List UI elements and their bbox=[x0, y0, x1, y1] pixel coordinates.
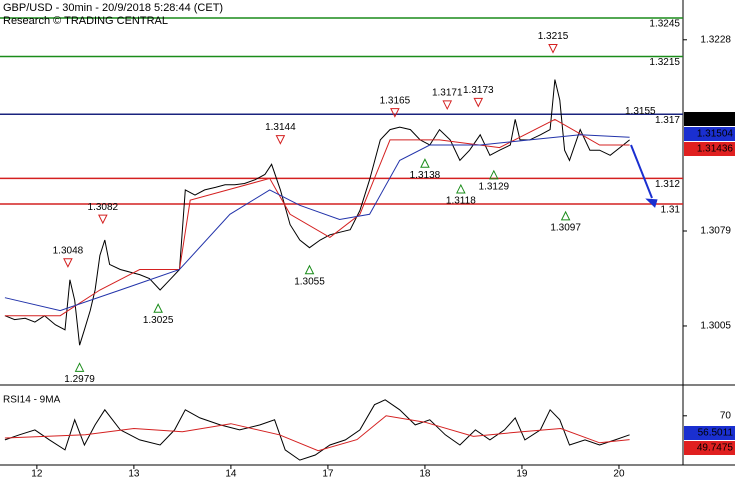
low-label: 1.3055 bbox=[294, 276, 325, 287]
high-marker bbox=[390, 108, 400, 118]
high-label: 1.3171 bbox=[432, 88, 463, 99]
price-tag-label: 1.31436 bbox=[697, 144, 734, 155]
level-label: 1.317 bbox=[655, 115, 680, 126]
price-tag bbox=[684, 112, 735, 126]
line-series bbox=[4, 415, 630, 452]
price-tag bbox=[684, 426, 735, 440]
projection-arrow bbox=[630, 144, 653, 199]
low-marker bbox=[153, 303, 163, 313]
rsi-panel: 70 12 13 14 17 18 19 20 56.5011 49.7475 bbox=[4, 399, 735, 480]
price-tag-label: 1.31504 bbox=[697, 129, 734, 140]
high-marker bbox=[275, 135, 286, 145]
price-tag-label: 56.5011 bbox=[698, 428, 734, 439]
level-label: 1.3215 bbox=[649, 57, 680, 68]
high-label: 1.3082 bbox=[88, 202, 119, 213]
high-label: 1.3048 bbox=[53, 245, 84, 256]
low-marker bbox=[304, 264, 315, 275]
low-marker bbox=[456, 183, 466, 194]
price-tag bbox=[684, 127, 735, 141]
line-series bbox=[4, 134, 630, 312]
y-tick-label: 1.3079 bbox=[700, 226, 731, 237]
low-marker bbox=[489, 169, 499, 180]
x-tick-label: 19 bbox=[516, 469, 528, 480]
low-marker bbox=[420, 158, 430, 168]
x-tick-label: 13 bbox=[128, 469, 140, 480]
high-label: 1.3173 bbox=[463, 85, 494, 96]
arrow-head bbox=[645, 198, 658, 208]
y-tick-label: 1.3228 bbox=[700, 34, 731, 45]
price-tag-label: 49.7475 bbox=[697, 443, 734, 454]
level-label: 1.31 bbox=[661, 205, 681, 216]
price-tag-label: 1.3153 bbox=[702, 114, 733, 125]
line-series bbox=[4, 118, 630, 317]
high-label: 1.3215 bbox=[538, 31, 569, 42]
rsi-title: RSI14 - 9MA bbox=[3, 395, 61, 406]
low-label: 1.2979 bbox=[64, 374, 95, 385]
high-label: 1.3165 bbox=[380, 95, 411, 106]
x-tick-label: 12 bbox=[31, 469, 43, 480]
x-tick-label: 14 bbox=[225, 469, 237, 480]
line-series bbox=[4, 399, 630, 461]
x-tick-label: 20 bbox=[613, 469, 625, 480]
high-marker bbox=[63, 258, 73, 268]
low-label: 1.3025 bbox=[143, 315, 174, 326]
chart-title: GBP/USD - 30min - 20/9/2018 5:28:44 (CET… bbox=[3, 2, 223, 14]
y-tick-label: 1.3005 bbox=[700, 321, 731, 332]
chart-subtitle: Research © TRADING CENTRAL bbox=[3, 15, 168, 27]
high-marker bbox=[548, 43, 558, 54]
low-label: 1.3138 bbox=[410, 170, 441, 181]
price-tag bbox=[684, 441, 735, 455]
low-label: 1.3129 bbox=[479, 181, 510, 192]
high-marker bbox=[98, 214, 108, 225]
low-label: 1.3118 bbox=[446, 196, 476, 207]
high-label: 1.3144 bbox=[265, 122, 296, 133]
x-tick-label: 17 bbox=[322, 469, 334, 480]
x-tick-label: 18 bbox=[419, 469, 431, 480]
low-label: 1.3097 bbox=[550, 223, 581, 234]
level-label: 1.3245 bbox=[649, 19, 680, 30]
high-marker bbox=[473, 97, 484, 108]
price-tag bbox=[684, 142, 735, 156]
low-marker bbox=[560, 210, 571, 221]
low-marker bbox=[74, 362, 85, 372]
price-panel: 1.3245 1.3215 1.317 1.312 1.31 1.3155 1.3048 1.… bbox=[0, 17, 735, 385]
high-marker bbox=[442, 100, 453, 111]
level-note: 1.3155 bbox=[625, 106, 656, 117]
y-tick-label: 70 bbox=[720, 410, 732, 421]
level-label: 1.312 bbox=[655, 179, 680, 190]
